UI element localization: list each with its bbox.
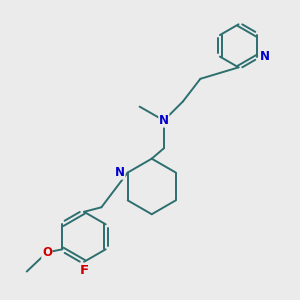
Text: N: N	[115, 166, 125, 179]
Text: F: F	[80, 263, 88, 277]
Text: O: O	[42, 246, 52, 259]
Text: N: N	[159, 114, 169, 127]
Text: N: N	[260, 50, 270, 63]
